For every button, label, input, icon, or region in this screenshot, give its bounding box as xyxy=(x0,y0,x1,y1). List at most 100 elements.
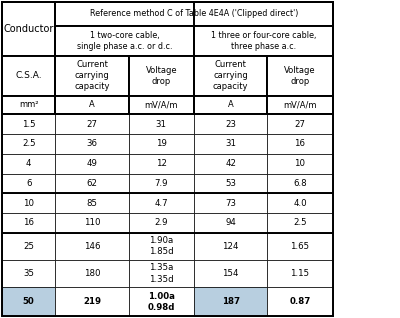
Bar xyxy=(267,213,333,233)
Text: 1 two-core cable,
single phase a.c. or d.c.: 1 two-core cable, single phase a.c. or d… xyxy=(77,31,172,51)
Text: 27: 27 xyxy=(294,120,306,128)
Text: 16: 16 xyxy=(294,139,306,149)
Bar xyxy=(56,287,129,316)
Text: 73: 73 xyxy=(225,199,236,208)
Text: 10: 10 xyxy=(294,159,306,168)
Text: Current
carrying
capacity: Current carrying capacity xyxy=(213,60,248,91)
Bar xyxy=(267,174,333,193)
Text: mm²: mm² xyxy=(19,100,38,109)
Text: 31: 31 xyxy=(156,120,167,128)
Text: 85: 85 xyxy=(86,199,98,208)
Bar xyxy=(194,154,267,174)
Bar xyxy=(194,213,267,233)
Bar xyxy=(2,287,56,316)
Text: 4.0: 4.0 xyxy=(293,199,307,208)
Bar xyxy=(194,114,267,134)
Text: 35: 35 xyxy=(23,269,34,278)
Text: 6: 6 xyxy=(26,179,32,188)
Text: 110: 110 xyxy=(84,218,100,227)
Text: 0.87: 0.87 xyxy=(289,297,311,306)
Text: 6.8: 6.8 xyxy=(293,179,307,188)
Text: 4.7: 4.7 xyxy=(154,199,168,208)
Text: 146: 146 xyxy=(84,242,100,251)
Bar xyxy=(267,114,333,134)
Text: 42: 42 xyxy=(225,159,236,168)
Bar xyxy=(56,2,333,25)
Bar xyxy=(56,193,129,213)
Text: mV/A/m: mV/A/m xyxy=(283,100,317,109)
Bar xyxy=(2,233,56,260)
Bar xyxy=(267,96,333,114)
Text: 19: 19 xyxy=(156,139,167,149)
Bar xyxy=(194,287,267,316)
Bar xyxy=(56,174,129,193)
Bar xyxy=(2,2,333,316)
Bar xyxy=(267,134,333,154)
Bar xyxy=(2,174,56,193)
Text: 25: 25 xyxy=(23,242,34,251)
Bar xyxy=(267,56,333,96)
Text: 1.35a
1.35d: 1.35a 1.35d xyxy=(149,263,174,284)
Bar xyxy=(194,174,267,193)
Text: 7.9: 7.9 xyxy=(155,179,168,188)
Text: 2.9: 2.9 xyxy=(155,218,168,227)
Bar xyxy=(2,193,56,213)
Text: Conductor: Conductor xyxy=(4,24,54,34)
Text: 2.5: 2.5 xyxy=(22,139,36,149)
Bar xyxy=(267,154,333,174)
Bar xyxy=(2,260,56,287)
Bar xyxy=(129,174,194,193)
Bar xyxy=(194,134,267,154)
Text: 50: 50 xyxy=(23,297,35,306)
Text: 27: 27 xyxy=(86,120,98,128)
Text: mV/A/m: mV/A/m xyxy=(145,100,178,109)
Text: 1.00a
0.98d: 1.00a 0.98d xyxy=(148,292,175,312)
Bar xyxy=(267,233,333,260)
Bar xyxy=(129,96,194,114)
Bar xyxy=(129,193,194,213)
Text: Voltage
drop: Voltage drop xyxy=(146,66,177,86)
Text: 10: 10 xyxy=(23,199,34,208)
Bar xyxy=(2,56,56,96)
Bar xyxy=(194,260,267,287)
Bar xyxy=(2,134,56,154)
Text: 94: 94 xyxy=(225,218,236,227)
Text: 49: 49 xyxy=(87,159,98,168)
Text: Voltage
drop: Voltage drop xyxy=(284,66,316,86)
Bar xyxy=(129,56,194,96)
Bar xyxy=(129,287,194,316)
Text: 16: 16 xyxy=(23,218,34,227)
Text: 2.5: 2.5 xyxy=(293,218,307,227)
Bar xyxy=(194,193,267,213)
Text: 12: 12 xyxy=(156,159,167,168)
Text: 23: 23 xyxy=(225,120,236,128)
Text: 53: 53 xyxy=(225,179,236,188)
Text: 4: 4 xyxy=(26,159,32,168)
Bar xyxy=(129,213,194,233)
Text: 1.90a
1.85d: 1.90a 1.85d xyxy=(149,236,174,256)
Text: 31: 31 xyxy=(225,139,236,149)
Bar xyxy=(194,96,267,114)
Text: 154: 154 xyxy=(222,269,239,278)
Text: A: A xyxy=(89,100,95,109)
Text: Reference method C of Table 4E4A ('Clipped direct'): Reference method C of Table 4E4A ('Clipp… xyxy=(90,9,298,18)
Bar xyxy=(267,193,333,213)
Bar xyxy=(267,287,333,316)
Text: 1.15: 1.15 xyxy=(290,269,310,278)
Bar xyxy=(194,56,267,96)
Bar xyxy=(129,114,194,134)
Bar xyxy=(56,154,129,174)
Bar xyxy=(2,114,56,134)
Text: Current
carrying
capacity: Current carrying capacity xyxy=(74,60,110,91)
Text: 187: 187 xyxy=(222,297,240,306)
Text: 1 three or four-core cable,
three phase a.c.: 1 three or four-core cable, three phase … xyxy=(211,31,316,51)
Bar xyxy=(2,96,56,114)
Text: C.S.A.: C.S.A. xyxy=(16,71,42,80)
Bar xyxy=(129,233,194,260)
Bar xyxy=(129,260,194,287)
Bar xyxy=(267,260,333,287)
Text: A: A xyxy=(228,100,234,109)
Text: 36: 36 xyxy=(86,139,98,149)
Bar xyxy=(56,260,129,287)
Bar xyxy=(2,213,56,233)
